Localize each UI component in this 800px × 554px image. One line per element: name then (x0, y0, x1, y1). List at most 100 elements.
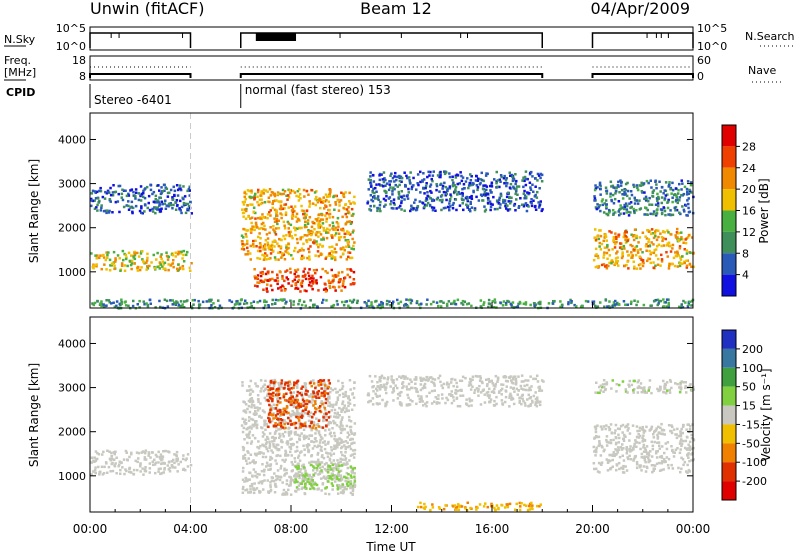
nsky-tick-bottom: 10^0 (56, 40, 86, 53)
velocity-echo-cell (330, 468, 333, 471)
velocity-echo-cell (325, 418, 328, 422)
velocity-echo-cell (332, 447, 336, 451)
power-echo-cell (351, 231, 355, 234)
velocity-echo-cell (288, 413, 292, 416)
power-echo-cell (344, 239, 347, 242)
power-echo-cell (384, 184, 387, 187)
power-echo-cell (658, 180, 661, 183)
power-echo-cell (262, 216, 265, 219)
velocity-echo-cell (370, 380, 374, 383)
velocity-echo-cell (476, 375, 479, 378)
power-echo-cell (621, 254, 624, 258)
power-echo-cell (686, 180, 690, 183)
power-echo-cell (615, 261, 619, 265)
power-echo-cell (175, 199, 179, 202)
velocity-echo-cell (105, 462, 108, 465)
power-echo-cell (496, 200, 499, 204)
power-echo-cell (641, 251, 644, 254)
power-echo-cell (308, 230, 311, 233)
power-echo-cell (675, 194, 678, 197)
power-echo-cell (479, 299, 483, 302)
power-echo-cell (680, 304, 683, 307)
power-echo-cell (290, 254, 293, 257)
power-echo-cell (683, 248, 686, 251)
power-echo-cell (291, 189, 295, 193)
velocity-echo-cell (343, 404, 346, 407)
velocity-echo-cell (333, 412, 337, 415)
velocity-echo-cell (494, 374, 498, 378)
power-echo-cell (317, 245, 320, 249)
velocity-echo-cell (154, 453, 158, 457)
velocity-echo-cell (292, 386, 295, 390)
power-echo-cell (121, 188, 124, 191)
velocity-echo-cell (506, 505, 510, 509)
velocity-echo-cell (266, 479, 269, 482)
velocity-echo-cell (269, 379, 273, 383)
power-echo-cell (300, 303, 304, 307)
power-echo-cell (311, 220, 314, 224)
power-echo-cell (659, 264, 662, 267)
power-echo-cell (322, 199, 326, 203)
velocity-echo-cell (352, 456, 356, 459)
velocity-echo-cell (285, 492, 289, 495)
power-echo-cell (438, 190, 441, 193)
power-echo-cell (312, 305, 315, 308)
power-echo-cell (526, 191, 529, 194)
power-echo-cell (644, 195, 648, 199)
velocity-echo-cell (323, 407, 327, 410)
power-echo-cell (633, 198, 637, 202)
velocity-echo-cell (274, 422, 277, 425)
nsky-segment (89, 32, 192, 48)
power-echo-cell (295, 212, 299, 216)
power-echo-cell (275, 227, 278, 230)
power-echo-cell (352, 298, 356, 302)
velocity-echo-cell (421, 387, 424, 390)
power-echo-cell (280, 256, 283, 259)
velocity-echo-cell (273, 432, 277, 435)
power-echo-cell (488, 200, 492, 203)
power-echo-cell (276, 276, 279, 279)
velocity-echo-cell (249, 392, 252, 395)
power-echo-cell (210, 303, 213, 307)
power-echo-cell (281, 207, 285, 211)
velocity-echo-cell (310, 428, 313, 432)
power-echo-cell (96, 209, 99, 212)
freq-unit: [MHz] (4, 66, 36, 79)
velocity-echo-cell (320, 471, 324, 474)
velocity-echo-cell (159, 472, 162, 476)
power-echo-cell (127, 204, 130, 208)
power-echo-cell (514, 209, 517, 212)
velocity-echo-cell (152, 463, 155, 467)
power-echo-cell (349, 202, 352, 205)
power-echo-cell (575, 305, 578, 308)
power-echo-cell (154, 198, 157, 201)
power-echo-cell (138, 209, 142, 213)
power-echo-cell (179, 199, 182, 203)
velocity-echo-cell (338, 406, 341, 410)
power-echo-cell (287, 252, 291, 256)
power-echo-cell (136, 251, 139, 255)
velocity-echo-cell (517, 389, 520, 392)
power-echo-cell (149, 209, 152, 212)
power-echo-cell (674, 209, 677, 212)
power-echo-cell (626, 189, 630, 193)
power-echo-cell (652, 266, 655, 269)
velocity-echo-cell (247, 389, 251, 392)
velocity-echo-cell (310, 401, 313, 404)
velocity-echo-cell (330, 482, 334, 485)
power-echo-cell (296, 287, 300, 290)
power-echo-cell (395, 175, 399, 179)
velocity-echo-cell (459, 394, 462, 397)
power-echo-cell (477, 177, 480, 180)
power-echo-cell (388, 183, 391, 186)
velocity-echo-cell (508, 396, 511, 399)
power-echo-cell (280, 238, 283, 242)
power-echo-cell (147, 201, 150, 205)
velocity-echo-cell (458, 405, 462, 408)
power-echo-cell (171, 303, 174, 306)
power-echo-cell (147, 194, 151, 198)
power-echo-cell (166, 258, 170, 261)
velocity-echo-cell (266, 435, 269, 439)
power-echo-cell (158, 299, 161, 303)
power-echo-cell (93, 207, 97, 210)
